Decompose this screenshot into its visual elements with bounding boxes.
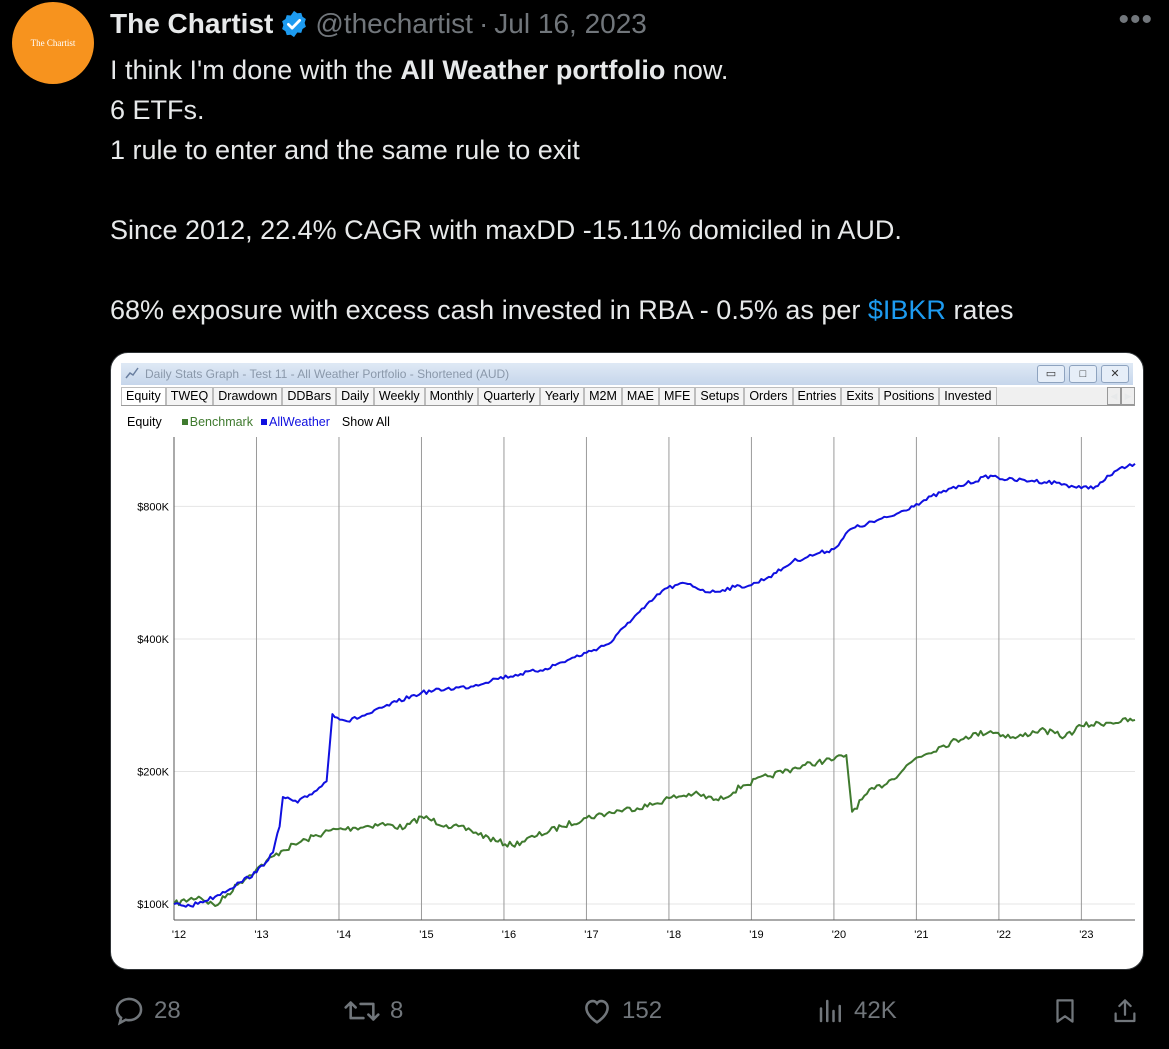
views-button[interactable]: 42K — [816, 994, 897, 1028]
x-tick-label: '21 — [914, 929, 928, 941]
cashtag-link[interactable]: $IBKR — [867, 295, 946, 325]
chart-legend: Equity Benchmark AllWeather Show All — [127, 415, 390, 429]
equity-chart: $100K $200K $400K $800K '12 '13 '14 '15 '16 '17 '1… — [137, 437, 1136, 941]
x-tick-label: '14 — [337, 929, 351, 941]
tweet-text: I think I'm done with the All Weather po… — [110, 50, 1150, 330]
x-tick-label: '17 — [584, 929, 598, 941]
tab-scroll-right-icon[interactable]: ▶ — [1121, 387, 1135, 405]
legend-show-all[interactable]: Show All — [341, 415, 390, 429]
bookmark-button[interactable] — [1050, 994, 1080, 1028]
tab-ddbars[interactable]: DDBars — [282, 387, 337, 405]
legend-allweather[interactable]: AllWeather — [260, 415, 330, 429]
tab-scroll-left-icon[interactable]: ◀ — [1107, 387, 1121, 405]
tab-drawdown[interactable]: Drawdown — [213, 387, 283, 405]
views-icon — [819, 999, 841, 1023]
window-controls: ▭ □ ✕ — [1037, 365, 1129, 383]
x-tick-label: '18 — [667, 929, 681, 941]
views-count: 42K — [854, 997, 897, 1024]
series-line-allweather — [173, 462, 1136, 908]
tweet-media[interactable]: Daily Stats Graph - Test 11 - All Weathe… — [110, 352, 1144, 970]
tab-invested[interactable]: Invested — [939, 387, 997, 405]
tab-weekly[interactable]: Weekly — [373, 387, 425, 405]
reply-icon — [115, 997, 143, 1026]
header-separator: · — [478, 8, 489, 39]
tab-m2m[interactable]: M2M — [584, 387, 622, 405]
x-tick-label: '20 — [832, 929, 846, 941]
y-tick-label: $400K — [137, 634, 169, 646]
repost-icon — [344, 1001, 380, 1021]
x-tick-label: '12 — [172, 929, 186, 941]
legend-benchmark[interactable]: Benchmark — [181, 415, 253, 429]
y-tick-label: $800K — [137, 501, 169, 513]
close-icon[interactable]: ✕ — [1101, 365, 1129, 383]
reply-count: 28 — [154, 997, 181, 1024]
tweet-line-2: 6 ETFs. — [110, 95, 205, 125]
tab-mfe[interactable]: MFE — [659, 387, 696, 405]
tab-exits[interactable]: Exits — [841, 387, 879, 405]
share-button[interactable] — [1110, 994, 1140, 1028]
avatar-text: The Chartist — [30, 38, 76, 48]
heart-icon — [585, 999, 609, 1024]
more-options-icon[interactable]: ••• — [1118, 3, 1153, 36]
legend-equity-label: Equity — [127, 415, 162, 429]
tab-entries[interactable]: Entries — [792, 387, 842, 405]
x-tick-label: '15 — [419, 929, 433, 941]
tweet-date[interactable]: Jul 16, 2023 — [494, 8, 647, 39]
share-icon — [1114, 999, 1136, 1023]
tab-monthly[interactable]: Monthly — [424, 387, 479, 405]
tab-positions[interactable]: Positions — [878, 387, 940, 405]
tab-mae[interactable]: MAE — [621, 387, 659, 405]
repost-count: 8 — [390, 997, 404, 1024]
window-title-bar: Daily Stats Graph - Test 11 - All Weathe… — [121, 363, 1133, 385]
tweet-line-3: 1 rule to enter and the same rule to exi… — [110, 135, 580, 165]
tweet-header: The Chartist @thechartist · Jul 16, 2023 — [110, 6, 647, 42]
x-tick-label: '22 — [997, 929, 1011, 941]
x-tick-label: '19 — [749, 929, 763, 941]
tweet-bold-text: All Weather portfolio — [400, 55, 666, 85]
tab-tweq[interactable]: TWEQ — [165, 387, 214, 405]
reply-button[interactable]: 28 — [112, 994, 181, 1028]
tab-yearly[interactable]: Yearly — [539, 387, 585, 405]
tweet-line-4: Since 2012, 22.4% CAGR with maxDD -15.11… — [110, 215, 902, 245]
avatar[interactable]: The Chartist — [12, 2, 94, 84]
like-button[interactable]: 152 — [580, 994, 662, 1028]
author-handle[interactable]: @thechartist — [315, 8, 473, 39]
y-tick-label: $200K — [137, 767, 169, 779]
bookmark-icon — [1056, 999, 1074, 1023]
tweet-actions: 28 8 152 42K — [0, 994, 1169, 1040]
plot-area — [174, 437, 1135, 920]
tweet-line-5: 68% exposure with excess cash invested i… — [110, 295, 1014, 325]
author-name[interactable]: The Chartist — [110, 8, 274, 39]
maximize-icon[interactable]: □ — [1069, 365, 1097, 383]
x-tick-label: '13 — [254, 929, 268, 941]
repost-button[interactable]: 8 — [342, 994, 403, 1028]
tab-setups[interactable]: Setups — [695, 387, 745, 405]
tab-scroll-arrows: ◀ ▶ — [1107, 387, 1135, 405]
verified-badge-icon — [282, 10, 307, 38]
window-title: Daily Stats Graph - Test 11 - All Weathe… — [145, 367, 510, 381]
chart-app-icon — [125, 367, 139, 379]
tab-daily[interactable]: Daily — [336, 387, 374, 405]
tab-equity[interactable]: Equity — [121, 387, 166, 405]
series-line-benchmark — [173, 717, 1136, 907]
tweet-line-1: I think I'm done with the All Weather po… — [110, 55, 729, 85]
like-count: 152 — [622, 997, 663, 1024]
tab-bar: Equity TWEQ Drawdown DDBars Daily Weekly Month… — [121, 387, 1135, 406]
y-tick-label: $100K — [137, 899, 169, 911]
minimize-icon[interactable]: ▭ — [1037, 365, 1065, 383]
tab-quarterly[interactable]: Quarterly — [478, 387, 540, 405]
x-tick-label: '16 — [502, 929, 516, 941]
tab-orders[interactable]: Orders — [744, 387, 793, 405]
x-tick-label: '23 — [1079, 929, 1093, 941]
